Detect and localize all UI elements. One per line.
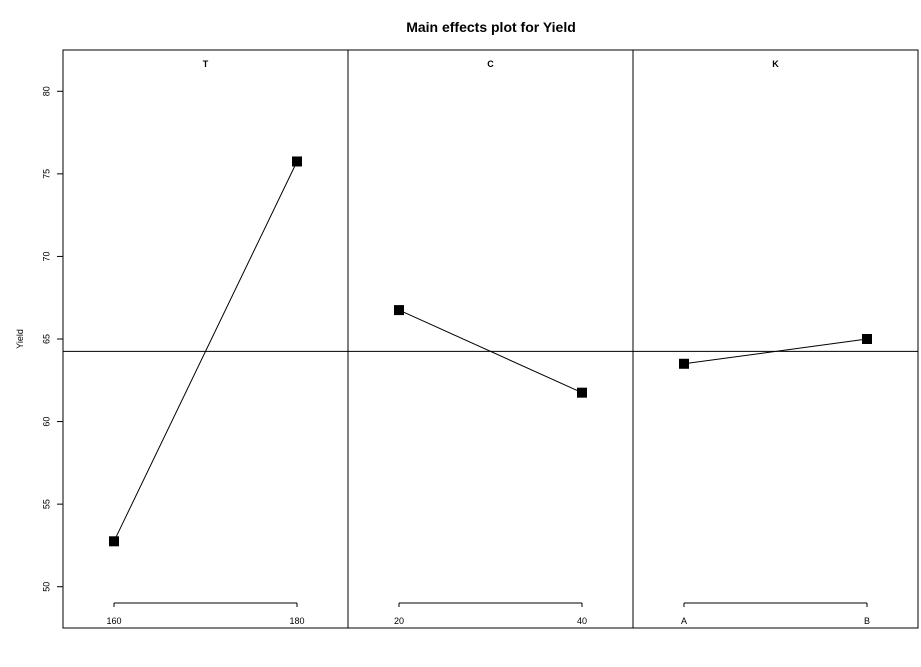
y-tick-label: 55 xyxy=(41,499,51,509)
y-axis: 50 55 60 65 70 75 80 xyxy=(41,86,63,592)
panel-label: C xyxy=(487,59,494,69)
y-tick-label: 80 xyxy=(41,86,51,96)
effect-point-k-2 xyxy=(862,334,872,344)
level-label: 40 xyxy=(577,616,587,626)
y-axis-label: Yield xyxy=(15,329,25,349)
effect-point-c-2 xyxy=(577,387,587,398)
effect-point-k-1 xyxy=(679,358,689,369)
panel-separators xyxy=(347,50,634,628)
level-label: 160 xyxy=(106,616,121,626)
level-label: 20 xyxy=(394,616,404,626)
effect-point-t-2 xyxy=(292,156,302,167)
panel-t: T 160 180 xyxy=(106,59,304,626)
panel-c: C 20 40 xyxy=(394,59,587,626)
panel-label: K xyxy=(772,59,779,69)
y-tick-label: 50 xyxy=(41,582,51,592)
effect-point-t-1 xyxy=(109,536,119,547)
panel-label: T xyxy=(203,59,209,69)
plot-frame xyxy=(62,49,919,629)
level-label: 180 xyxy=(289,616,304,626)
level-label: A xyxy=(681,616,687,626)
y-tick-label: 70 xyxy=(41,251,51,261)
panel-k: K A B xyxy=(679,59,872,626)
panels: T 160 180 C 20 40 K A B xyxy=(106,59,872,626)
effect-point-c-1 xyxy=(394,305,404,316)
y-tick-label: 75 xyxy=(41,169,51,179)
level-label: B xyxy=(864,616,870,626)
chart-title: Main effects plot for Yield xyxy=(406,19,576,35)
y-tick-label: 60 xyxy=(41,417,51,427)
y-tick-label: 65 xyxy=(41,334,51,344)
